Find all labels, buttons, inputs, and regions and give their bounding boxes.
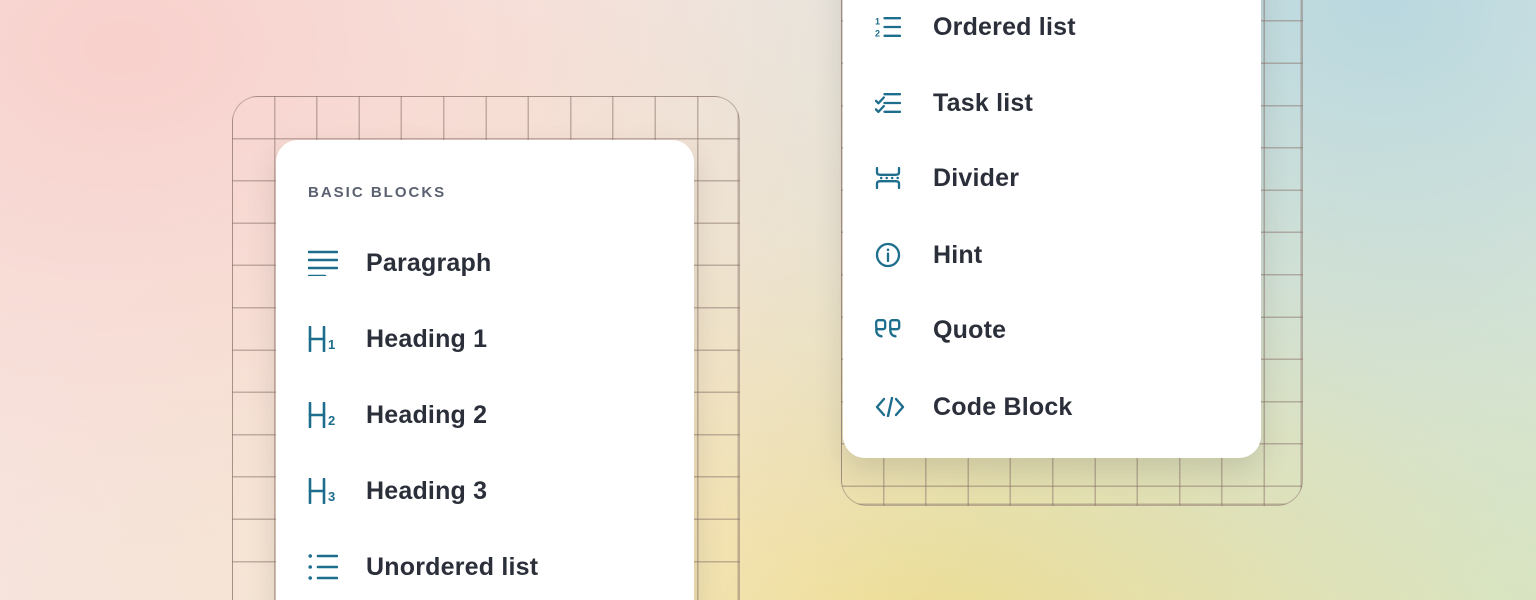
svg-text:1: 1 — [328, 337, 335, 352]
svg-text:2: 2 — [328, 413, 335, 428]
svg-text:3: 3 — [328, 489, 335, 504]
svg-text:1: 1 — [875, 17, 880, 27]
svg-text:2: 2 — [875, 29, 880, 39]
